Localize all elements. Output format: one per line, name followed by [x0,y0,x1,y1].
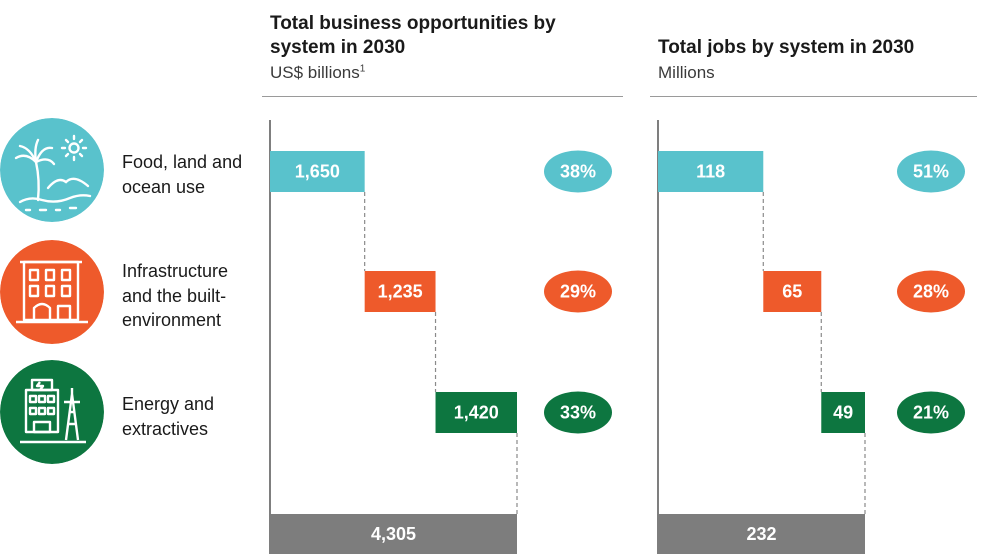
chart-1-bar-label-2: 1,235 [378,282,423,302]
chart-1-bar-2 [364,271,436,312]
row-label-infrastructure-line-3: environment [122,310,222,330]
chart-2-bar-2 [763,271,822,312]
chart-2-bar-label-1: 118 [696,162,725,182]
row-label-energy-line-1: Energy and [122,394,215,414]
chart-1-share-pill-2 [544,270,612,313]
chart-1-header-rule [262,96,623,97]
chart-1-bar-label-3: 1,420 [454,403,499,423]
buildings-icon [0,240,104,344]
chart-2-bar-label-3: 49 [833,403,853,423]
chart-1-bar-3 [435,392,517,433]
chart-1-title-line-1: Total business opportunities by [270,13,556,34]
chart-1-share-label-1: 38% [560,162,596,182]
chart-2-unit: Millions [658,63,715,83]
chart-2-total-label: 232 [746,524,776,544]
energy-tower-icon [0,360,104,464]
chart-2-share-pill-1 [897,150,965,193]
chart-1-share-label-3: 33% [560,403,596,423]
chart-2-unit-text: Millions [658,63,715,82]
chart-1-title: Total business opportunities by system i… [270,12,556,60]
chart-2-share-pill-3 [897,391,965,434]
chart-2-total-bar [658,514,865,554]
chart-2-bar-1 [658,151,764,192]
chart-2-header-rule [650,96,977,97]
beach-palm-icon [0,118,104,222]
chart-1-share-pill-1 [544,150,612,193]
row-label-infrastructure-line-1: Infrastructure [122,261,229,281]
row-label-food: Food, land and ocean use [122,150,242,199]
chart-2-bar-3 [821,392,865,433]
chart-1-unit: US$ billions1 [270,63,365,83]
chart-1-unit-text: US$ billions [270,63,360,82]
chart-1-total-bar [270,514,517,554]
row-label-energy: Energy and extractives [122,392,214,441]
chart-2-share-label-1: 51% [913,162,949,182]
chart-2-title: Total jobs by system in 2030 [658,36,914,60]
chart-1-share-pill-3 [544,391,612,434]
row-label-food-line-1: Food, land and [122,152,243,172]
chart-1-total-label: 4,305 [371,524,416,544]
chart-1-share-label-2: 29% [560,282,596,302]
row-label-energy-line-2: extractives [122,418,209,439]
chart-1-bar-label-1: 1,650 [295,162,340,182]
chart-2-share-label-2: 28% [913,282,949,302]
chart-1-unit-footnote: 1 [359,63,366,75]
chart-2-bar-label-2: 65 [782,282,802,302]
row-label-food-line-2: ocean use [122,176,206,197]
chart-2-title-line-1: Total jobs by system in 2030 [658,37,915,58]
chart-1-title-line-2: system in 2030 [270,37,406,58]
row-label-infrastructure-line-2: and the built- [122,285,227,306]
chart-2-share-pill-2 [897,270,965,313]
chart-1-bar-1 [270,151,365,192]
chart-2-share-label-3: 21% [913,403,949,423]
row-label-infrastructure: Infrastructure and the built- environmen… [122,259,228,333]
